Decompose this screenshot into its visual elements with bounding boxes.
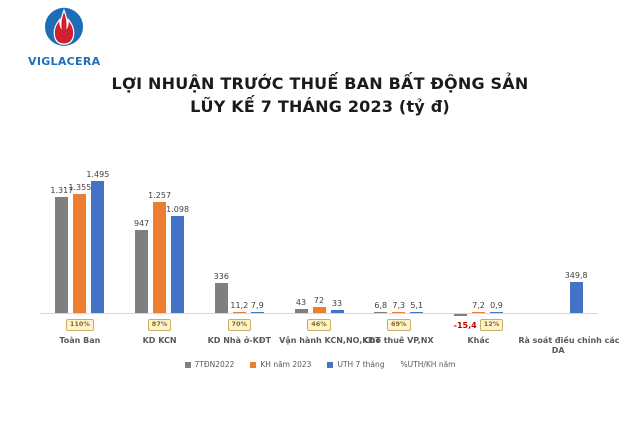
bar-value-label: 7,2 bbox=[472, 300, 485, 310]
bar-value-label: 72 bbox=[313, 295, 325, 305]
bar-value-label: 0,9 bbox=[490, 300, 503, 310]
viglacera-flame-icon bbox=[44, 7, 84, 46]
bar bbox=[392, 311, 406, 313]
chart-group-bars: 43 72 33 bbox=[279, 160, 359, 313]
bar-chart: 1.317 1.355 1.495 947 1.257 1.098 336 11,2 7,9 43… bbox=[40, 160, 620, 357]
bar-slot: 7,2 bbox=[471, 301, 485, 313]
bar-value-label: 1.257 bbox=[148, 191, 172, 201]
bar-slot: 33 bbox=[330, 299, 344, 313]
chart-title: LỢI NHUẬN TRƯỚC THUẾ BAN BẤT ĐỘNG SẢN LŨ… bbox=[0, 72, 640, 118]
bar-value-label: 7,9 bbox=[250, 300, 264, 310]
bar-slot: 1.257 bbox=[148, 191, 171, 313]
bar-slot: 1.317 bbox=[50, 186, 73, 313]
category-label: Cho thuê VP,NX bbox=[363, 336, 434, 345]
viglacera-logo: VIGLACERA bbox=[28, 5, 100, 68]
legend-item: 7TĐN2022 bbox=[184, 360, 234, 369]
bar-slot: 72 bbox=[312, 296, 326, 313]
legend-marker bbox=[184, 361, 191, 368]
bar-value-label: 349,8 bbox=[564, 271, 588, 281]
bar-value-label: 1.317 bbox=[50, 186, 74, 196]
bar-slot: 6,8 bbox=[374, 301, 388, 313]
chart-group-footer: Rà soát điều chỉnh các DA bbox=[518, 314, 620, 357]
bar-value-label: 5,1 bbox=[410, 300, 424, 310]
chart-title-line1: LỢI NHUẬN TRƯỚC THUẾ BAN BẤT ĐỘNG SẢN bbox=[111, 74, 529, 93]
bar-value-label: 947 bbox=[133, 218, 150, 228]
legend-marker bbox=[250, 361, 257, 368]
bar bbox=[489, 311, 503, 313]
chart-group-bars: 947 1.257 1.098 bbox=[120, 160, 200, 313]
category-label: KD Nhà ở-KĐT bbox=[207, 336, 271, 345]
chart-title-line2: LŨY KẾ 7 THÁNG 2023 (tỷ đ) bbox=[190, 97, 450, 117]
negative-value-label: -15,4 bbox=[453, 320, 477, 330]
chart-group-footer: 46% Vận hành KCN,NO,KĐT bbox=[279, 314, 381, 357]
chart-group-bars: 7,2 0,9 bbox=[439, 160, 519, 316]
percent-badge: 12% bbox=[479, 319, 504, 331]
bar bbox=[232, 311, 246, 313]
bar-slot: 43 bbox=[294, 298, 308, 313]
viglacera-logo-text: VIGLACERA bbox=[28, 55, 101, 68]
bar bbox=[569, 282, 583, 313]
bar-slot: 11,2 bbox=[230, 301, 248, 313]
bar-slot: 1.355 bbox=[68, 183, 91, 313]
chart-group-bars: 349,8 bbox=[518, 160, 598, 313]
chart-group-footer: 70% KD Nhà ở-KĐT bbox=[199, 314, 279, 357]
bar bbox=[312, 306, 326, 313]
legend-item: KH năm 2023 bbox=[250, 360, 311, 369]
bar bbox=[250, 311, 264, 313]
percent-badge: 69% bbox=[386, 319, 411, 331]
chart-group-bars: 336 11,2 7,9 bbox=[199, 160, 279, 313]
chart-group-bars: 6,8 7,3 5,1 bbox=[359, 160, 439, 313]
bar bbox=[294, 309, 308, 313]
bar bbox=[374, 311, 388, 313]
bar-value-label: 33 bbox=[331, 299, 343, 309]
bar bbox=[55, 197, 69, 313]
percent-badge: 110% bbox=[65, 319, 94, 331]
bar bbox=[91, 181, 105, 313]
bar-slot: 947 bbox=[134, 219, 149, 313]
bar bbox=[171, 216, 185, 313]
legend-item-badge: %UTH/KH năm bbox=[400, 360, 456, 369]
bar-slot: 7,3 bbox=[392, 301, 406, 313]
bar-slot: 1.495 bbox=[86, 170, 109, 313]
bar bbox=[135, 229, 149, 313]
category-label: Vận hành KCN,NO,KĐT bbox=[279, 336, 381, 345]
bar bbox=[73, 193, 87, 313]
bar-value-label: 7,3 bbox=[392, 300, 406, 310]
percent-badge: 87% bbox=[147, 319, 172, 331]
bar-slot: 5,1 bbox=[410, 301, 424, 313]
chart-group-bars: 1.317 1.355 1.495 bbox=[40, 160, 120, 313]
bar-slot: 336 bbox=[214, 272, 229, 313]
bar-value-label: 1.355 bbox=[68, 182, 92, 192]
category-label: Khác bbox=[467, 336, 490, 345]
bar-value-label: 336 bbox=[213, 272, 229, 282]
bar-slot: 7,9 bbox=[250, 301, 264, 313]
bar-value-label: 11,2 bbox=[230, 300, 249, 310]
legend-marker bbox=[327, 361, 334, 368]
bar bbox=[471, 311, 485, 313]
percent-badge: 70% bbox=[227, 319, 252, 331]
bar-slot: 0,9 bbox=[489, 301, 503, 313]
legend-item: UTH 7 tháng bbox=[327, 360, 385, 369]
chart-group-footer: 110% Toàn Ban bbox=[40, 314, 120, 357]
bar bbox=[453, 314, 467, 316]
category-label: Toàn Ban bbox=[59, 336, 101, 345]
category-label: Rà soát điều chỉnh các DA bbox=[518, 336, 620, 356]
chart-legend: 7TĐN2022 KH năm 2023 UTH 7 tháng %UTH/KH nă… bbox=[0, 360, 640, 369]
bar-value-label: 6,8 bbox=[374, 300, 388, 310]
category-label: KD KCN bbox=[142, 336, 177, 345]
bar-value-label: 43 bbox=[295, 298, 307, 308]
bar-value-label: 1.495 bbox=[86, 170, 110, 180]
chart-group-footer: 87% KD KCN bbox=[120, 314, 200, 357]
percent-badge: 46% bbox=[307, 319, 331, 331]
bar-slot: 1.098 bbox=[166, 205, 189, 313]
chart-group-footer: -15,4 12% Khác bbox=[439, 314, 519, 357]
bar-value-label: 1.098 bbox=[166, 205, 190, 215]
bar bbox=[214, 283, 228, 313]
bar bbox=[330, 310, 344, 313]
bar bbox=[410, 311, 424, 313]
bar-slot: 349,8 bbox=[565, 271, 588, 313]
bar bbox=[153, 202, 167, 313]
chart-group-footer: 69% Cho thuê VP,NX bbox=[359, 314, 439, 357]
